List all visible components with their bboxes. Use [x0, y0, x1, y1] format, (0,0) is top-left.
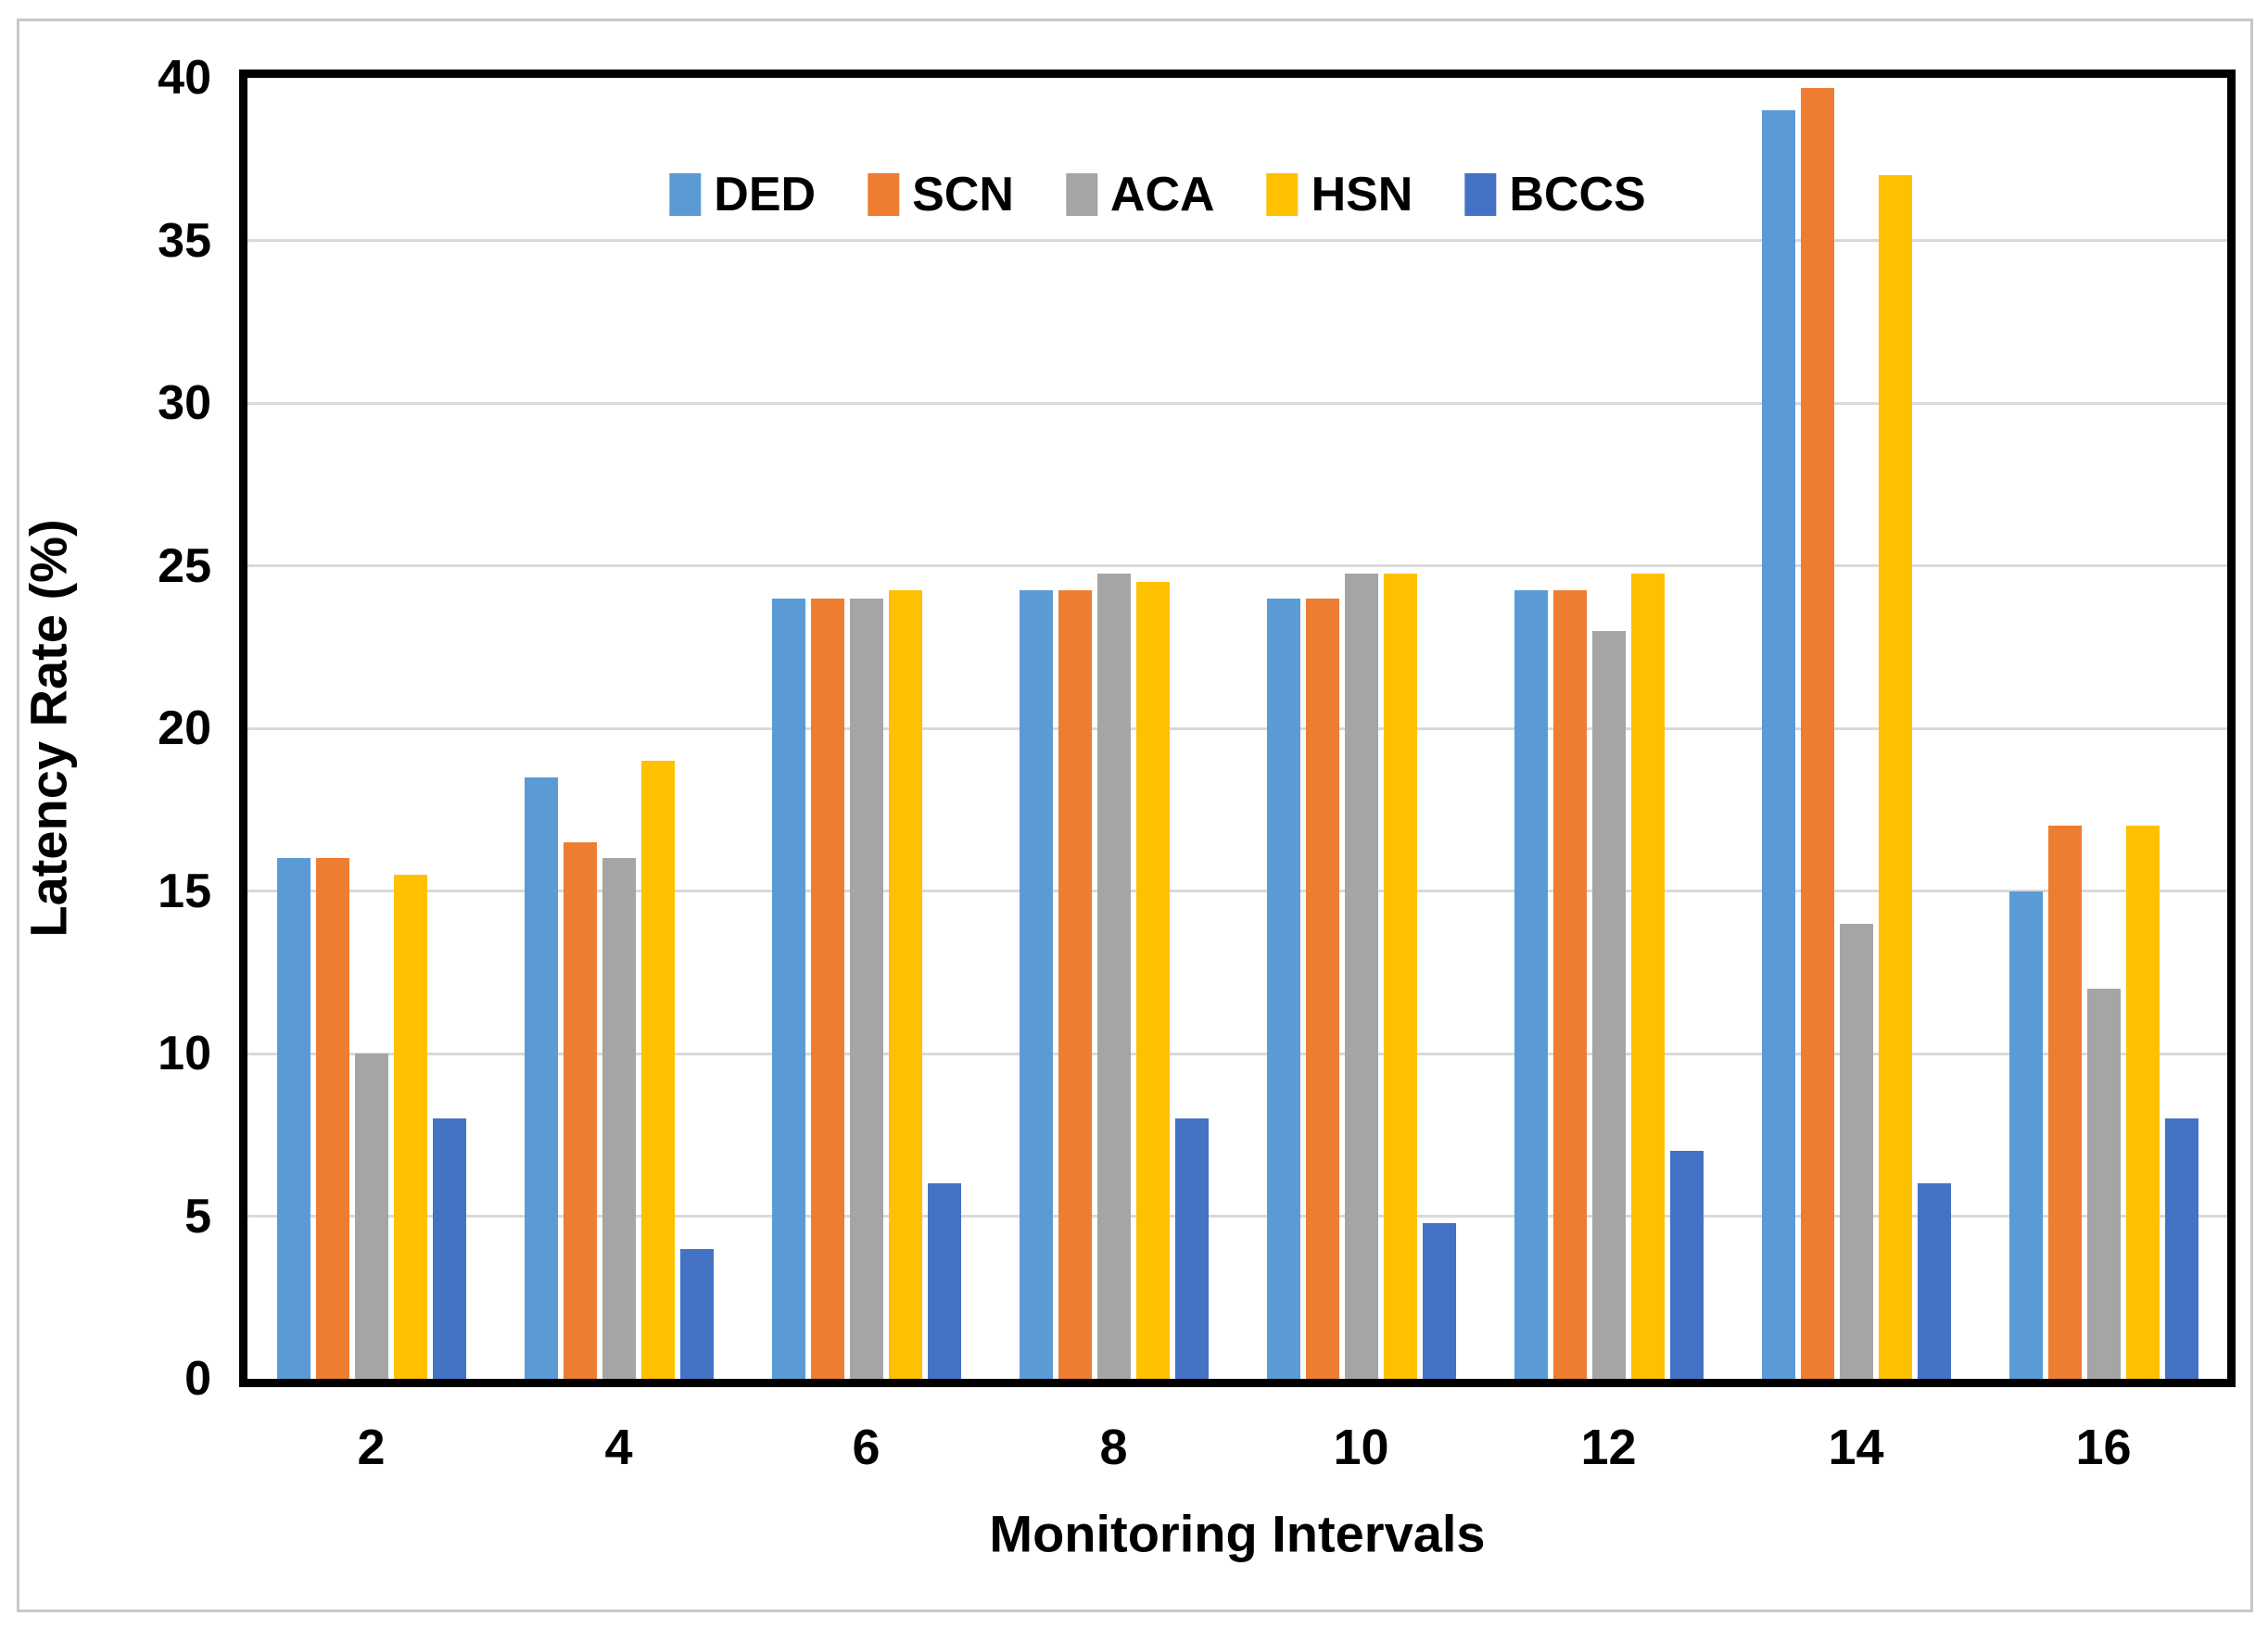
- bar-HSN-14: [1878, 175, 1912, 1379]
- bar-DED-2: [276, 858, 310, 1379]
- legend-swatch-SCN: [868, 173, 900, 216]
- bar-ACA-16: [2086, 988, 2121, 1379]
- legend-item-SCN: SCN: [868, 170, 1014, 219]
- bar-DED-4: [524, 777, 558, 1379]
- bar-DED-10: [1266, 598, 1300, 1379]
- bar-SCN-12: [1552, 589, 1587, 1379]
- bar-group-14: [1732, 78, 1980, 1379]
- bar-SCN-2: [315, 858, 349, 1379]
- gridline-y-25: [247, 564, 2227, 567]
- y-tick-label-15: 15: [158, 864, 211, 918]
- bar-DED-14: [1761, 110, 1795, 1379]
- bar-ACA-12: [1591, 630, 1626, 1379]
- bar-HSN-12: [1630, 574, 1665, 1379]
- bar-BCCS-10: [1422, 1222, 1456, 1379]
- y-tick-label-0: 0: [184, 1352, 211, 1406]
- gridline-y-35: [247, 239, 2227, 242]
- bar-SCN-4: [563, 841, 597, 1379]
- bar-BCCS-12: [1669, 1151, 1704, 1379]
- x-tick-label-10: 10: [1333, 1420, 1389, 1475]
- bar-ACA-2: [354, 1054, 388, 1379]
- x-tick-label-12: 12: [1580, 1420, 1637, 1475]
- bar-HSN-4: [640, 761, 675, 1379]
- x-tick-label-14: 14: [1828, 1420, 1884, 1475]
- bar-SCN-14: [1800, 87, 1834, 1379]
- bar-BCCS-14: [1917, 1183, 1951, 1379]
- x-tick-label-4: 4: [604, 1420, 633, 1475]
- legend-item-DED: DED: [669, 170, 816, 219]
- legend-label-SCN: SCN: [912, 168, 1014, 221]
- gridline-y-10: [247, 1052, 2227, 1055]
- y-tick-label-35: 35: [158, 213, 211, 268]
- legend-label-BCCS: BCCS: [1509, 168, 1646, 221]
- bar-DED-6: [771, 598, 805, 1379]
- x-tick-label-16: 16: [2075, 1420, 2132, 1475]
- gridline-y-15: [247, 890, 2227, 892]
- y-tick-label-25: 25: [158, 538, 211, 593]
- legend-item-HSN: HSN: [1266, 168, 1413, 221]
- legend-label-DED: DED: [714, 168, 817, 221]
- bar-group-2: [247, 78, 495, 1379]
- legend: DED SCN ACA HSN BCCS: [669, 168, 1646, 221]
- gridline-layer: [247, 78, 2227, 1379]
- x-tick-label-2: 2: [357, 1420, 386, 1475]
- legend-label-ACA: ACA: [1109, 168, 1215, 221]
- bar-BCCS-6: [927, 1183, 961, 1379]
- gridline-y-20: [247, 726, 2227, 730]
- bar-group-8: [990, 78, 1237, 1379]
- y-tick-label-30: 30: [158, 376, 211, 430]
- y-tick-label-5: 5: [184, 1189, 211, 1244]
- bar-BCCS-16: [2164, 1118, 2198, 1379]
- legend-item-ACA: ACA: [1065, 168, 1215, 221]
- bar-HSN-6: [888, 589, 922, 1379]
- x-tick-label-8: 8: [1099, 1420, 1128, 1475]
- bar-group-12: [1485, 78, 1732, 1379]
- legend-swatch-BCCS: [1464, 173, 1497, 216]
- gridline-y-5: [247, 1215, 2227, 1218]
- bar-DED-8: [1019, 589, 1053, 1379]
- bar-BCCS-2: [432, 1118, 466, 1379]
- gridline-y-30: [247, 401, 2227, 405]
- bar-HSN-16: [2125, 826, 2160, 1379]
- bar-group-16: [1980, 78, 2227, 1379]
- bar-BCCS-4: [679, 1248, 714, 1379]
- y-tick-label-10: 10: [158, 1027, 211, 1080]
- bar-HSN-8: [1135, 582, 1170, 1379]
- bar-DED-12: [1514, 589, 1548, 1379]
- bar-layer: [247, 78, 2227, 1379]
- legend-item-BCCS: BCCS: [1464, 168, 1646, 221]
- bar-DED-16: [2008, 890, 2043, 1379]
- bar-HSN-2: [393, 874, 427, 1379]
- bar-SCN-8: [1058, 589, 1092, 1379]
- bar-ACA-10: [1344, 574, 1378, 1379]
- y-tick-label-20: 20: [158, 701, 211, 755]
- bar-SCN-10: [1305, 598, 1339, 1379]
- bar-ACA-4: [602, 858, 636, 1379]
- bar-SCN-16: [2047, 826, 2082, 1379]
- bar-group-6: [742, 78, 990, 1379]
- bar-ACA-8: [1096, 574, 1131, 1379]
- bar-BCCS-8: [1174, 1118, 1209, 1379]
- bar-ACA-14: [1839, 923, 1873, 1379]
- x-tick-label-6: 6: [852, 1420, 881, 1475]
- bar-ACA-6: [849, 598, 883, 1379]
- plot-area: DED SCN ACA HSN BCCS: [239, 69, 2236, 1387]
- bar-SCN-6: [810, 598, 844, 1379]
- legend-swatch-HSN: [1266, 173, 1299, 216]
- legend-swatch-DED: [669, 173, 702, 216]
- legend-label-HSN: HSN: [1311, 168, 1413, 221]
- legend-swatch-ACA: [1065, 173, 1097, 216]
- bar-HSN-10: [1383, 574, 1417, 1379]
- bar-group-4: [495, 78, 742, 1379]
- x-axis-title: Monitoring Intervals: [989, 1504, 1486, 1563]
- y-tick-label-40: 40: [158, 51, 211, 105]
- bar-group-10: [1237, 78, 1485, 1379]
